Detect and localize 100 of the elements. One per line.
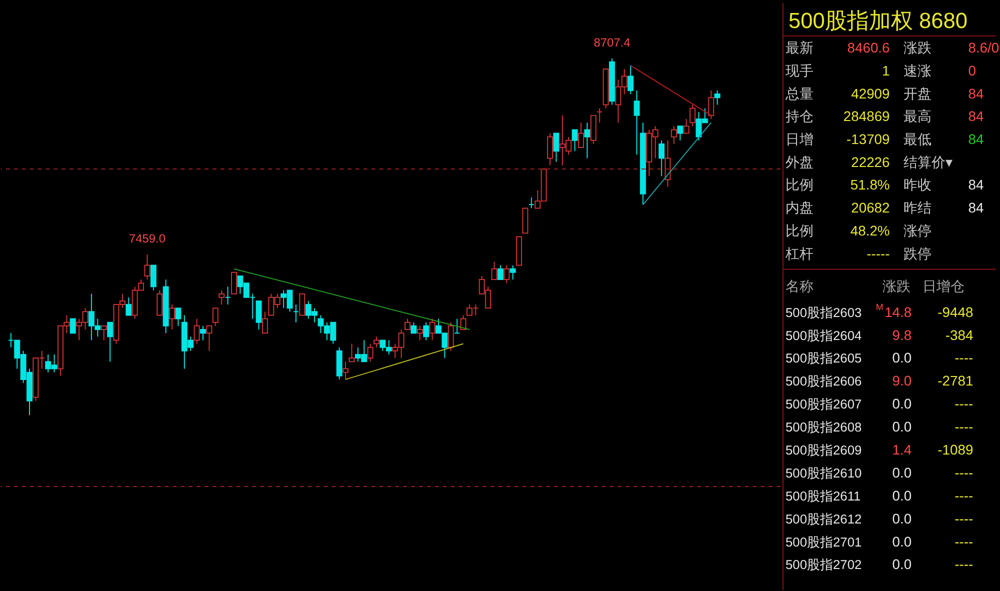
text: 最新 xyxy=(786,40,814,56)
candlestick xyxy=(224,286,231,306)
candlestick xyxy=(658,140,665,177)
candlestick xyxy=(553,132,560,162)
text: 500股指2607 xyxy=(786,396,862,412)
candlestick xyxy=(156,290,163,316)
candlestick xyxy=(510,264,516,280)
text: 51.8% xyxy=(850,176,890,193)
text: 日增仓 xyxy=(922,278,964,294)
text: ---- xyxy=(954,464,974,480)
text: 0.0 xyxy=(892,556,912,572)
text: 84 xyxy=(968,200,984,216)
text: 总量 xyxy=(784,85,814,102)
candlestick xyxy=(299,293,306,316)
text: 500股指2611 xyxy=(786,488,861,504)
text: 日增 xyxy=(786,131,814,148)
candlestick xyxy=(126,296,132,316)
candlestick xyxy=(262,311,268,334)
candlestick xyxy=(596,108,603,124)
text: 昨结 xyxy=(904,200,932,216)
candlestick xyxy=(107,322,114,362)
text: 9.8 xyxy=(892,326,912,343)
candlestick xyxy=(454,318,460,334)
text: 84 xyxy=(968,131,984,148)
annotation: 7459.0 xyxy=(129,232,166,246)
text: 8.6/0 xyxy=(968,40,1000,56)
candlestick xyxy=(448,322,454,352)
text: 284869 xyxy=(843,108,890,124)
text: 0.0 xyxy=(892,464,912,480)
text: 外盘 xyxy=(786,154,814,170)
text: 500股指2702 xyxy=(786,557,862,572)
text: -13709 xyxy=(846,131,890,148)
text: 速涨 xyxy=(904,62,932,79)
candlestick xyxy=(497,264,504,280)
text: 涨停 xyxy=(904,222,932,238)
candlestick xyxy=(212,308,218,326)
candlestick xyxy=(348,343,355,362)
candlestick xyxy=(367,343,374,362)
candlestick xyxy=(690,104,696,127)
candlestick xyxy=(677,126,684,141)
candlestick xyxy=(231,272,237,294)
candlestick xyxy=(708,90,714,120)
text: -9448 xyxy=(938,304,974,320)
text: -384 xyxy=(945,326,974,343)
candlestick xyxy=(547,132,553,166)
candlestick xyxy=(416,325,423,341)
text: 名称 xyxy=(786,278,814,294)
text: 比例 xyxy=(786,222,814,238)
candlestick xyxy=(670,126,677,144)
text: 0.0 xyxy=(892,533,912,550)
candlestick xyxy=(144,254,150,280)
candlestick xyxy=(374,336,380,348)
candlestick xyxy=(634,90,640,156)
text: ---- xyxy=(954,350,974,366)
text: 跌停 xyxy=(904,245,932,262)
candlestick xyxy=(491,261,498,280)
text: 22226 xyxy=(851,154,890,170)
text: 最低 xyxy=(904,131,932,148)
candlestick xyxy=(206,325,212,352)
text: 涨跌 xyxy=(882,278,911,294)
text: 最高 xyxy=(904,108,932,124)
text: 0.0 xyxy=(892,510,912,526)
text: 500股指2605 xyxy=(786,350,862,366)
text: 500股指2612 xyxy=(786,511,862,526)
text: 500股指2604 xyxy=(786,328,862,343)
candlestick xyxy=(292,304,299,323)
text: 0.0 xyxy=(892,487,912,504)
text: 500股指2610 xyxy=(786,465,862,480)
text: 比例 xyxy=(786,176,814,193)
text: 8460.6 xyxy=(847,40,890,56)
text: 现手 xyxy=(786,62,814,79)
text: ---- xyxy=(954,510,974,526)
text: ---- xyxy=(954,418,974,435)
text: 杠杆 xyxy=(784,245,814,262)
text: 9.0 xyxy=(892,372,912,389)
text: 84 xyxy=(968,176,984,193)
candlestick xyxy=(342,361,349,380)
text: 500股指2609 xyxy=(786,442,862,458)
text: 500股指2603 xyxy=(786,304,862,320)
text: 500股指2606 xyxy=(786,374,862,389)
text: 昨收 xyxy=(904,176,932,193)
text: ----- xyxy=(866,245,890,262)
text: M xyxy=(876,302,884,312)
candlestick xyxy=(714,90,720,106)
text: 0 xyxy=(968,62,976,79)
text: 内盘 xyxy=(786,200,814,216)
text: ---- xyxy=(954,533,974,550)
text: 1.4 xyxy=(892,441,912,458)
candlestick xyxy=(429,318,436,341)
candlestick xyxy=(194,318,200,344)
text: 0.0 xyxy=(892,396,912,412)
candlestick xyxy=(70,318,76,334)
text: 涨跌 xyxy=(904,40,932,56)
candlestick xyxy=(218,290,225,306)
text: -2781 xyxy=(938,372,974,389)
text: 14.8 xyxy=(884,304,912,320)
candlestick xyxy=(423,322,430,341)
text: ---- xyxy=(954,487,974,504)
candlestick xyxy=(528,196,534,209)
text: 0.0 xyxy=(892,418,912,435)
